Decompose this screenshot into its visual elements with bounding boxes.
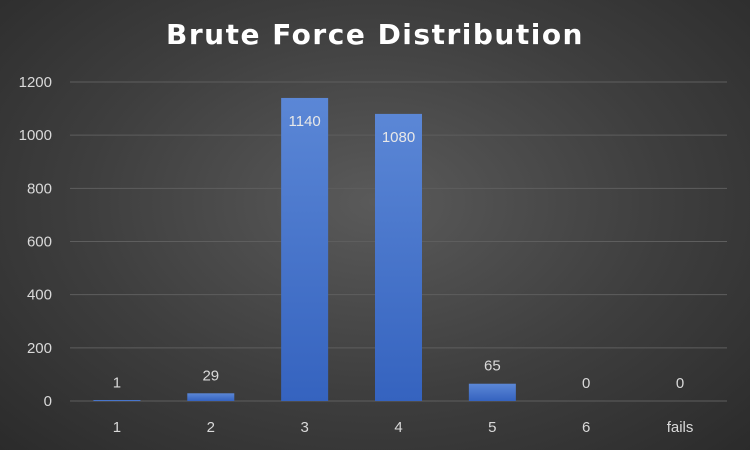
y-tick-label: 800 (27, 180, 52, 197)
data-label: 0 (582, 375, 590, 392)
data-label: 65 (484, 358, 501, 375)
bar-4 (375, 113, 422, 402)
data-label: 1140 (289, 113, 321, 130)
x-tick-label: 5 (488, 419, 496, 436)
x-axis: 1 2 3 4 5 6 fails (113, 419, 694, 436)
x-tick-label: fails (667, 419, 694, 436)
y-tick-label: 1200 (19, 74, 52, 91)
data-label: 0 (676, 375, 684, 392)
bar-3 (281, 97, 329, 401)
y-tick-label: 0 (44, 393, 52, 410)
bars (93, 97, 516, 402)
y-tick-label: 200 (27, 340, 52, 357)
y-tick-label: 1000 (19, 127, 52, 144)
x-tick-label: 4 (394, 419, 402, 436)
bar-1 (93, 400, 141, 401)
x-tick-label: 1 (113, 419, 121, 436)
data-label: 1 (113, 375, 121, 392)
y-tick-label: 600 (27, 234, 52, 251)
bar-5 (468, 383, 516, 401)
y-tick-label: 400 (27, 287, 52, 304)
data-labels: 1 29 1140 1080 65 0 0 (113, 113, 684, 392)
x-tick-label: 2 (207, 419, 215, 436)
bar-2 (187, 393, 235, 401)
chart-title: Brute Force Distribution (165, 18, 584, 51)
data-label: 29 (202, 367, 219, 384)
x-tick-label: 6 (582, 419, 590, 436)
x-tick-label: 3 (300, 419, 308, 436)
data-label: 1080 (382, 129, 415, 146)
y-axis: 0 200 400 600 800 1000 1200 (19, 74, 52, 410)
